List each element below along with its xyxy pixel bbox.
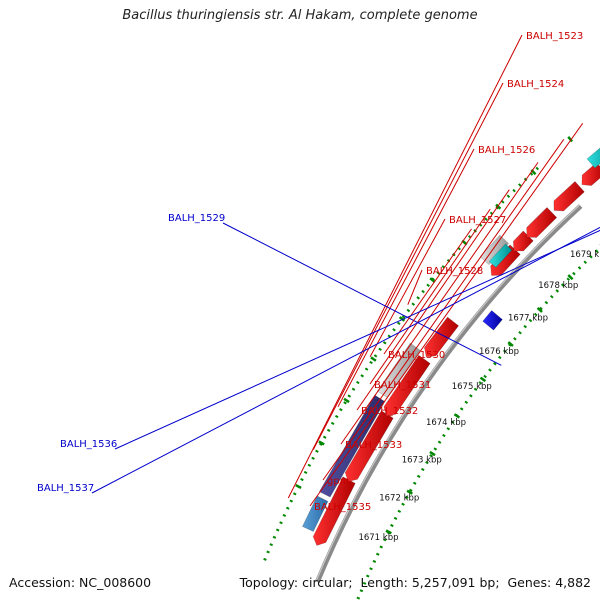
gene-label-leader — [369, 208, 491, 385]
gene-label: BALH_1536 — [60, 439, 117, 450]
outer-tick — [343, 397, 350, 404]
forward-gene-block — [312, 476, 356, 546]
outer-tick — [398, 316, 406, 322]
backbone-highlight — [315, 204, 581, 582]
gene-label: BALH_1533 — [345, 440, 402, 451]
length-value: 5,257,091 bp — [411, 575, 496, 590]
gene-label-leader — [369, 218, 446, 358]
major-tick — [536, 307, 543, 313]
gene-label-leader — [114, 229, 600, 450]
length-label: Length: — [360, 575, 408, 590]
tick-label: 1672 kbp — [379, 494, 419, 504]
gene-label: BALH_1524 — [507, 79, 564, 90]
tick-label: 1678 kbp — [538, 281, 578, 291]
tick-label: 1674 kbp — [426, 418, 466, 428]
gene-label-leader — [407, 269, 423, 305]
genes-label: Genes: — [507, 575, 552, 590]
outer-tick — [295, 484, 302, 489]
accession-value: NC_008600 — [79, 575, 152, 590]
gene-label-leader — [312, 82, 504, 450]
major-tick — [429, 450, 436, 457]
gene-label-leader — [356, 189, 510, 411]
secondary-track-block — [376, 342, 421, 398]
gene-label: BALH_1530 — [388, 350, 445, 361]
tick-label: 1675 kbp — [452, 382, 492, 392]
accession-info: Accession: NC_008600 — [9, 575, 151, 590]
outer-tick — [318, 440, 325, 446]
cyan-gene-block — [488, 243, 513, 268]
forward-gene-block — [344, 410, 394, 482]
gene-label-leader — [91, 226, 600, 494]
gene-label-leader — [287, 34, 523, 499]
forward-gene-block — [383, 354, 431, 417]
accession-label: Accession: — [9, 575, 76, 590]
genes-value: 4,882 — [555, 575, 591, 590]
tick-label: 1679 kbp — [570, 250, 600, 260]
gene-label: BALH_1532 — [361, 406, 418, 417]
forward-gene-block — [526, 207, 558, 238]
inner-tick-ring — [356, 246, 600, 600]
topology-value: circular — [302, 575, 349, 590]
cyan-gene-block — [586, 147, 600, 169]
backbone-circle — [314, 204, 583, 584]
outer-tick — [429, 277, 436, 283]
gene-label: BALH_1528 — [426, 266, 483, 277]
major-tick — [385, 529, 392, 535]
outer-tick — [567, 136, 574, 143]
gene-label: BALH_1523 — [526, 31, 583, 42]
forward-gene-block — [581, 162, 600, 186]
major-tick — [406, 489, 413, 495]
major-tick — [479, 376, 487, 383]
forward-gene-block — [553, 181, 585, 212]
tick-label: 1676 kbp — [479, 347, 519, 357]
major-tick — [507, 341, 514, 347]
major-tick — [567, 274, 574, 281]
gene-label-leader — [337, 148, 475, 408]
gene-label: BALH_1527 — [449, 215, 506, 226]
gene-label: BALH_1529 — [168, 213, 225, 224]
gene-label-leader — [222, 222, 502, 366]
gene-label: gpm — [327, 476, 349, 487]
tick-label: 1671 kbp — [358, 533, 398, 543]
genome-stats: Topology: circular; Length: 5,257,091 bp… — [239, 575, 591, 590]
gene-label-leader — [309, 123, 584, 507]
gene-label: BALH_1531 — [374, 380, 431, 391]
outer-tick — [370, 356, 377, 362]
genome-title: Bacillus thuringiensis str. Al Hakam, co… — [122, 8, 478, 23]
tick-label: 1677 kbp — [508, 313, 548, 323]
reverse-gene-block — [482, 310, 503, 331]
major-tick — [453, 413, 461, 419]
tick-label: 1673 kbp — [402, 455, 442, 465]
topology-label: Topology: — [239, 575, 299, 590]
gene-label: BALH_1526 — [478, 145, 535, 156]
gene-label: BALH_1537 — [37, 483, 94, 494]
gene-label: BALH_1535 — [314, 502, 371, 513]
